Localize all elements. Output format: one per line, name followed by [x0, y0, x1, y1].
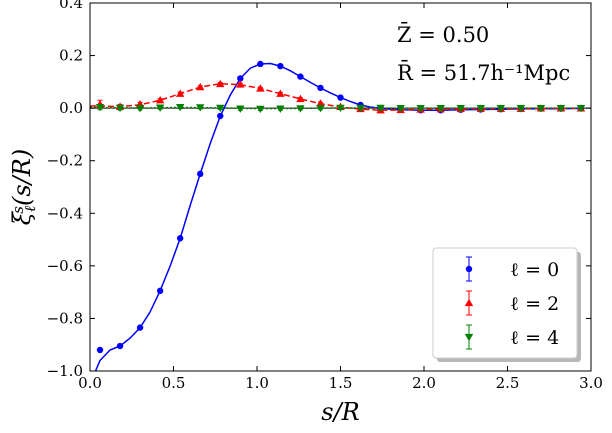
y-axis-title: ξℓs(s/R)	[8, 149, 39, 225]
series-1-point	[276, 89, 285, 97]
series-2-point	[155, 104, 165, 112]
series-2-point	[396, 104, 405, 113]
legend-marker	[464, 298, 474, 307]
series-2-point	[115, 104, 125, 113]
series-2-point	[135, 104, 145, 113]
series-2-point	[316, 104, 325, 113]
series-1-point	[256, 84, 265, 92]
series-2-point	[336, 104, 345, 113]
legend-entry: ℓ = 0	[465, 256, 559, 282]
series-2	[90, 103, 586, 114]
series-2-point	[356, 104, 365, 113]
series-2-point	[276, 105, 285, 113]
series-2-point	[576, 104, 586, 113]
y-tick-label: 0.4	[59, 0, 83, 12]
y-axis-title-base: ξ	[8, 210, 36, 225]
series-0-point	[156, 287, 164, 295]
series-0-point	[96, 346, 104, 354]
series-1-point	[175, 89, 185, 97]
series-2-point	[216, 104, 225, 113]
legend-entry: ℓ = 4	[464, 324, 559, 350]
series-0-point	[116, 342, 124, 350]
series-1-point	[236, 80, 245, 88]
series-0-point	[297, 73, 304, 80]
series-2-point	[416, 104, 425, 113]
y-tick-label: −0.6	[47, 257, 83, 275]
series-2-point	[436, 104, 445, 113]
series-1-curve	[90, 82, 581, 111]
series-0-point	[237, 75, 244, 82]
series-2-point	[296, 105, 305, 113]
x-tick-label: 0.5	[162, 374, 186, 392]
annotation: Z̄ = 0.50	[397, 22, 489, 47]
y-axis-title-sub: ℓ	[21, 206, 39, 212]
x-tick-label: 2.0	[412, 374, 436, 392]
legend-marker	[464, 333, 474, 342]
series-0-point	[337, 94, 344, 101]
series-0-point	[136, 324, 144, 331]
legend-entry: ℓ = 2	[464, 290, 559, 316]
series-2-point	[536, 104, 546, 113]
series-2-point	[175, 103, 185, 112]
series-2-point	[95, 103, 105, 112]
series-2-point	[456, 104, 465, 113]
annotation: R̄ = 51.7h⁻¹Mpc	[397, 60, 570, 85]
y-tick-label: −0.4	[47, 204, 83, 222]
series-0-point	[277, 62, 284, 70]
x-tick-label: 1.0	[245, 374, 269, 392]
x-tick-label: 0.0	[78, 374, 102, 392]
series-2-point	[376, 104, 385, 113]
series-1-point	[216, 79, 225, 88]
x-tick-label: 2.5	[496, 374, 520, 392]
y-axis-title-rest: (s/R)	[8, 149, 36, 206]
y-axis-title-sup: s	[9, 206, 27, 214]
series-0-point	[176, 235, 184, 242]
x-tick-label: 1.5	[329, 374, 353, 392]
series-2-point	[196, 104, 205, 112]
series-0-point	[197, 170, 204, 178]
series-2-point	[516, 104, 526, 113]
series-2-point	[496, 104, 506, 113]
series-1-point	[155, 96, 165, 104]
series-2-point	[256, 105, 265, 114]
series-1-point	[296, 94, 305, 103]
y-tick-label: 0.0	[59, 99, 83, 117]
legend-label: ℓ = 4	[510, 327, 559, 349]
series-1-point	[196, 82, 205, 91]
series-1-point	[316, 99, 325, 107]
series-0-point	[217, 112, 224, 120]
y-tick-label: −0.2	[47, 152, 83, 170]
y-tick-label: 0.2	[59, 47, 83, 65]
series-2-point	[556, 104, 566, 113]
y-tick-label: −1.0	[47, 362, 83, 380]
x-tick-label: 3.0	[579, 374, 603, 392]
legend-label: ℓ = 2	[510, 293, 559, 315]
legend-marker	[465, 265, 473, 273]
series-0-curve	[94, 62, 582, 371]
legend-label: ℓ = 0	[510, 259, 559, 281]
series-2-point	[476, 104, 485, 113]
series-2-point	[236, 105, 245, 113]
series-0-point	[317, 84, 324, 92]
y-tick-label: −0.8	[47, 309, 83, 327]
series-0-point	[257, 60, 264, 68]
x-axis-title: s/R	[321, 398, 359, 426]
